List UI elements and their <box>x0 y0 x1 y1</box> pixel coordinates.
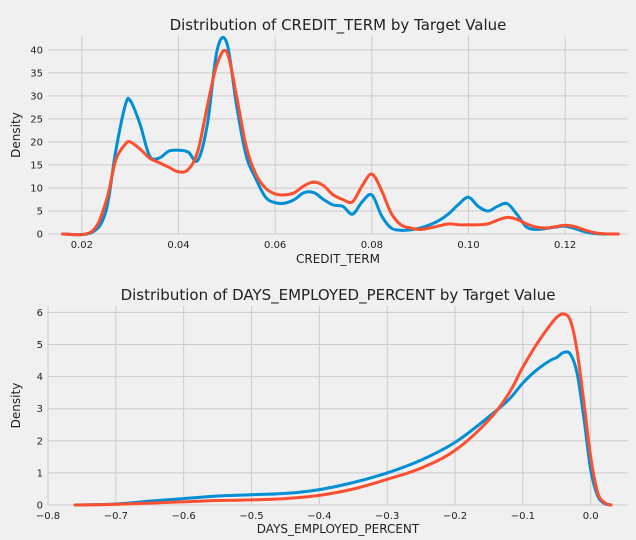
y-tick-label: 10 <box>30 183 43 194</box>
x-tick-label: 0.08 <box>361 240 383 251</box>
x-tick-label: −0.3 <box>375 511 399 522</box>
y-tick-label: 1 <box>37 468 43 479</box>
y-tick-label: 3 <box>37 404 43 415</box>
x-axis-label: DAYS_EMPLOYED_PERCENT <box>257 522 420 536</box>
y-tick-label: 25 <box>30 114 43 125</box>
x-tick-label: −0.6 <box>172 511 196 522</box>
x-tick-label: −0.7 <box>104 511 128 522</box>
y-tick-label: 4 <box>37 372 43 383</box>
chart-2: −0.8 −0.7 −0.6 −0.5 −0.4 −0.3 −0.2 −0.1 0.0 0 1 2 3 4… <box>9 286 628 536</box>
y-tick-label: 30 <box>30 91 43 102</box>
series-line-target-1 <box>73 312 613 507</box>
plot-area <box>48 306 628 505</box>
y-axis-label: Density <box>9 383 23 429</box>
x-tick-label: 0.02 <box>71 240 93 251</box>
y-tick-label: 6 <box>37 308 43 319</box>
y-tick-label: 0 <box>37 501 43 512</box>
x-tick-label: 0.0 <box>583 511 599 522</box>
x-tick-label: 0.12 <box>554 240 576 251</box>
y-tick-label: 2 <box>37 436 43 447</box>
x-tick-label: −0.4 <box>307 511 331 522</box>
y-tick-label: 40 <box>30 45 43 56</box>
x-axis-label: CREDIT_TERM <box>296 252 380 266</box>
y-tick-label: 0 <box>37 230 43 241</box>
x-tick-label: −0.1 <box>511 511 535 522</box>
series-line-target-0 <box>61 36 620 237</box>
chart-title: Distribution of CREDIT_TERM by Target Va… <box>170 16 507 35</box>
y-tick-label: 15 <box>30 160 43 171</box>
x-tick-label: −0.5 <box>239 511 263 522</box>
x-tick-label: −0.2 <box>443 511 467 522</box>
y-axis-label: Density <box>9 112 23 158</box>
y-tick-label: 5 <box>37 340 43 351</box>
series-line-target-1 <box>61 48 620 237</box>
x-tick-label: 0.06 <box>264 240 286 251</box>
y-tick-label: 20 <box>30 137 43 148</box>
x-tick-label: 0.04 <box>167 240 189 251</box>
x-tick-label: 0.10 <box>457 240 479 251</box>
y-tick-label: 35 <box>30 68 43 79</box>
chart-title: Distribution of DAYS_EMPLOYED_PERCENT by… <box>121 286 556 305</box>
chart-1: 0.02 0.04 0.06 0.08 0.10 0.12 0 5 10 15 20 25 30 35 40… <box>9 16 628 266</box>
y-tick-label: 5 <box>37 206 43 217</box>
x-tick-label: −0.8 <box>36 511 60 522</box>
